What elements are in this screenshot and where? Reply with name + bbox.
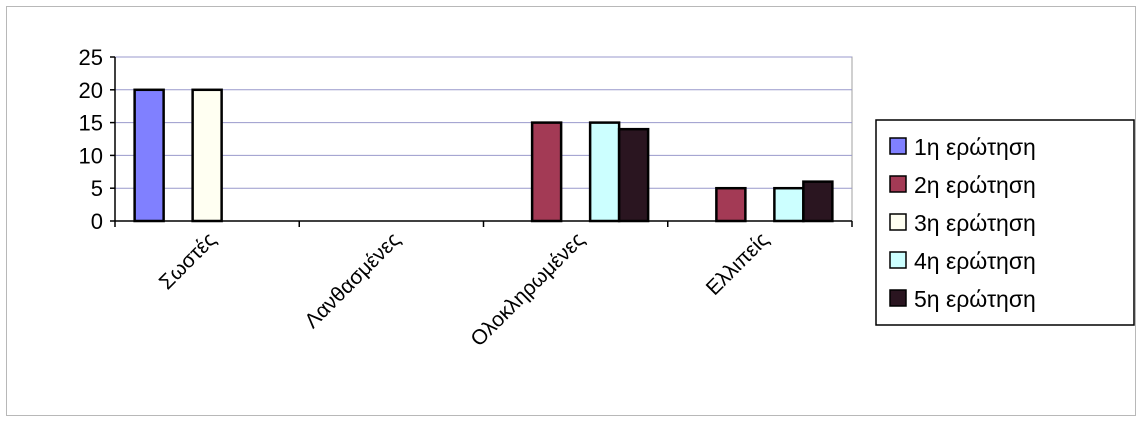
bar (530, 121, 563, 223)
legend-label: 1η ερώτηση (914, 134, 1036, 160)
gridlines (114, 56, 853, 222)
bar (802, 180, 834, 223)
legend-swatch (889, 175, 907, 193)
bar (588, 121, 621, 223)
legend-swatch (889, 137, 907, 155)
legend-swatch (889, 213, 907, 231)
x-category-label: Σωστές (155, 228, 221, 294)
legend: 1η ερώτηση 2η ερώτηση 3η ερώτηση 4η ερώτηση… (875, 119, 1135, 326)
legend-label: 5η ερώτηση (914, 286, 1036, 312)
legend-label: 4η ερώτηση (914, 248, 1036, 274)
bar (715, 186, 747, 223)
y-tick-label: 15 (79, 111, 103, 136)
legend-swatch (889, 251, 907, 269)
y-tick-label: 5 (91, 176, 103, 201)
bar (617, 127, 650, 223)
legend-label: 3η ερώτηση (914, 210, 1036, 236)
y-tick-label: 25 (79, 45, 103, 70)
x-category-label: Ολοκληρωμένες (466, 228, 589, 351)
y-tick-label: 10 (79, 143, 103, 168)
y-tick-labels: 0 5 10 15 20 25 (79, 45, 103, 234)
y-tick-label: 20 (79, 78, 103, 103)
y-tick-label: 0 (91, 209, 103, 234)
bar (773, 186, 805, 223)
bars (133, 88, 834, 223)
legend-swatch (889, 289, 907, 307)
legend-label: 2η ερώτηση (914, 172, 1036, 198)
bar (191, 88, 223, 223)
bar (133, 88, 165, 223)
legend-box (875, 119, 1135, 326)
axes (110, 56, 853, 227)
x-category-label: Ελλιπείς (702, 228, 774, 300)
x-category-label: Λανθασμένες (300, 228, 405, 333)
x-tick-labels: Σωστές Λανθασμένες Ολοκληρωμένες Ελλιπείς (155, 228, 774, 351)
